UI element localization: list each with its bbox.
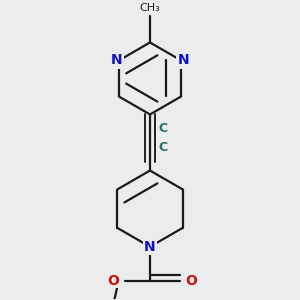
Text: O: O: [107, 274, 119, 288]
Text: O: O: [185, 274, 197, 288]
Text: CH₃: CH₃: [140, 3, 160, 13]
Text: N: N: [144, 240, 156, 254]
Text: C: C: [158, 122, 168, 135]
Text: N: N: [178, 53, 189, 68]
Text: N: N: [111, 53, 122, 68]
Text: C: C: [158, 141, 168, 154]
